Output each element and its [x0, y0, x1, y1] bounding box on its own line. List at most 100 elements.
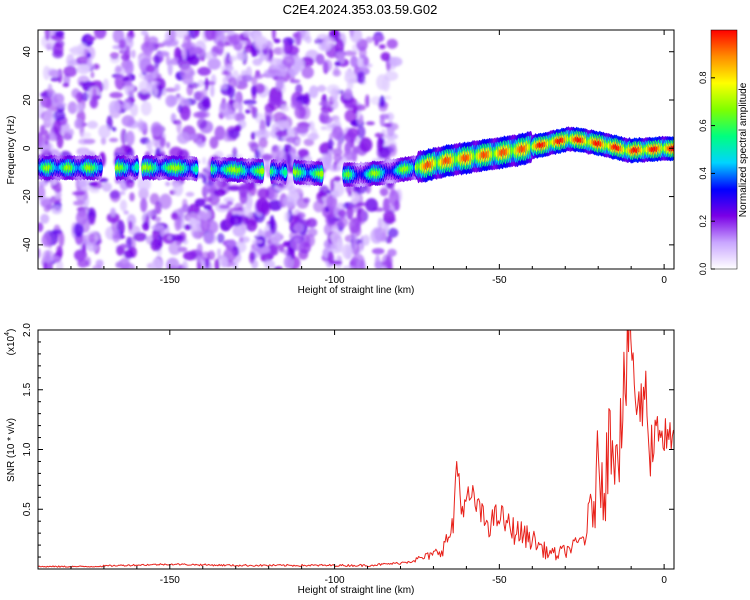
spectrogram-noise-speckle	[38, 30, 403, 269]
y-tick-label: 2.0	[22, 323, 33, 337]
noise-speck	[170, 234, 184, 241]
noise-speck	[120, 128, 128, 145]
noise-speck	[326, 194, 338, 210]
noise-speck	[166, 141, 171, 149]
noise-speck	[40, 198, 53, 209]
noise-speck	[228, 76, 238, 88]
noise-speck	[125, 130, 135, 146]
noise-speck	[228, 55, 238, 62]
noise-speck	[324, 153, 333, 167]
noise-speck	[110, 207, 116, 217]
noise-speck	[261, 201, 271, 216]
noise-speck	[63, 130, 71, 141]
noise-speck	[362, 234, 370, 246]
colorbar-tick-label: 0.0	[698, 263, 708, 276]
noise-speck	[167, 235, 173, 240]
noise-speck	[222, 76, 227, 85]
noise-speck	[186, 212, 201, 225]
noise-speck	[330, 178, 335, 192]
noise-speck	[307, 132, 320, 141]
noise-speck	[89, 97, 99, 109]
noise-speck	[112, 229, 121, 243]
noise-speck	[204, 51, 218, 60]
noise-speck	[174, 215, 182, 232]
noise-speck	[74, 118, 83, 129]
noise-speck	[121, 244, 129, 249]
noise-speck	[330, 87, 339, 102]
noise-speck	[216, 248, 222, 258]
noise-speck	[388, 56, 403, 67]
noise-speck	[241, 70, 249, 75]
colorbar-tick-label: 0.6	[698, 119, 708, 132]
noise-speck	[321, 40, 327, 51]
noise-speck	[197, 66, 211, 76]
noise-speck	[296, 197, 309, 209]
noise-speck	[152, 230, 158, 241]
noise-speck	[355, 202, 368, 207]
noise-speck	[318, 101, 332, 107]
noise-speck	[62, 82, 70, 88]
noise-speck	[168, 241, 182, 255]
noise-speck	[387, 248, 397, 257]
noise-speck	[182, 198, 188, 208]
noise-speck	[318, 84, 326, 93]
spectrogram-frame	[37, 29, 675, 270]
noise-speck	[351, 253, 365, 269]
noise-speck	[154, 201, 162, 215]
noise-speck	[254, 149, 261, 161]
noise-speck	[142, 221, 150, 231]
noise-speck	[254, 83, 266, 94]
noise-speck	[374, 132, 385, 138]
noise-speck	[150, 238, 162, 252]
noise-speck	[207, 250, 216, 261]
noise-speck	[261, 153, 273, 161]
snr-y-label: SNR (10 * v/v)	[6, 418, 17, 482]
noise-speck	[192, 231, 199, 238]
snr-y-axis: 0.5 1.0 1.5 2.0	[22, 323, 674, 558]
ridge-mark	[259, 167, 265, 175]
noise-speck	[333, 154, 343, 162]
noise-speck	[163, 87, 177, 93]
noise-speck	[109, 189, 121, 203]
noise-speck	[155, 50, 170, 57]
noise-speck	[331, 189, 340, 199]
noise-speck	[92, 264, 103, 269]
noise-speck	[248, 141, 257, 148]
noise-speck	[351, 192, 360, 204]
ridge-mark	[134, 164, 140, 171]
svg-text:(x104): (x104)	[4, 329, 17, 356]
noise-speck	[138, 80, 151, 94]
noise-speck	[237, 73, 248, 87]
noise-speck	[194, 30, 200, 37]
noise-speck	[144, 73, 153, 82]
noise-speck	[44, 30, 51, 41]
noise-speck	[92, 63, 100, 70]
noise-speck	[129, 30, 134, 36]
noise-speck	[213, 188, 226, 197]
x-tick-label: 0	[661, 575, 667, 586]
noise-speck	[265, 254, 274, 260]
noise-speck	[81, 91, 89, 102]
x-tick-label: -150	[160, 575, 180, 586]
noise-speck	[271, 30, 276, 41]
noise-speck	[337, 209, 347, 218]
noise-speck	[120, 53, 130, 61]
noise-speck	[374, 39, 379, 47]
y-tick-label: -40	[22, 237, 33, 252]
spectrogram-y-axis: -40 -20 0 20 40	[22, 46, 674, 252]
noise-speck	[239, 190, 248, 205]
noise-speck	[193, 111, 207, 119]
noise-speck	[52, 42, 64, 57]
noise-speck	[252, 58, 263, 66]
noise-speck	[285, 153, 292, 169]
noise-speck	[309, 85, 319, 99]
noise-speck	[377, 217, 383, 230]
snr-line	[38, 330, 674, 568]
noise-speck	[156, 78, 166, 91]
snr-background	[38, 330, 674, 569]
noise-speck	[210, 84, 215, 98]
noise-speck	[121, 262, 135, 269]
noise-speck	[101, 182, 112, 192]
noise-speck	[377, 136, 384, 153]
noise-speck	[183, 251, 197, 261]
